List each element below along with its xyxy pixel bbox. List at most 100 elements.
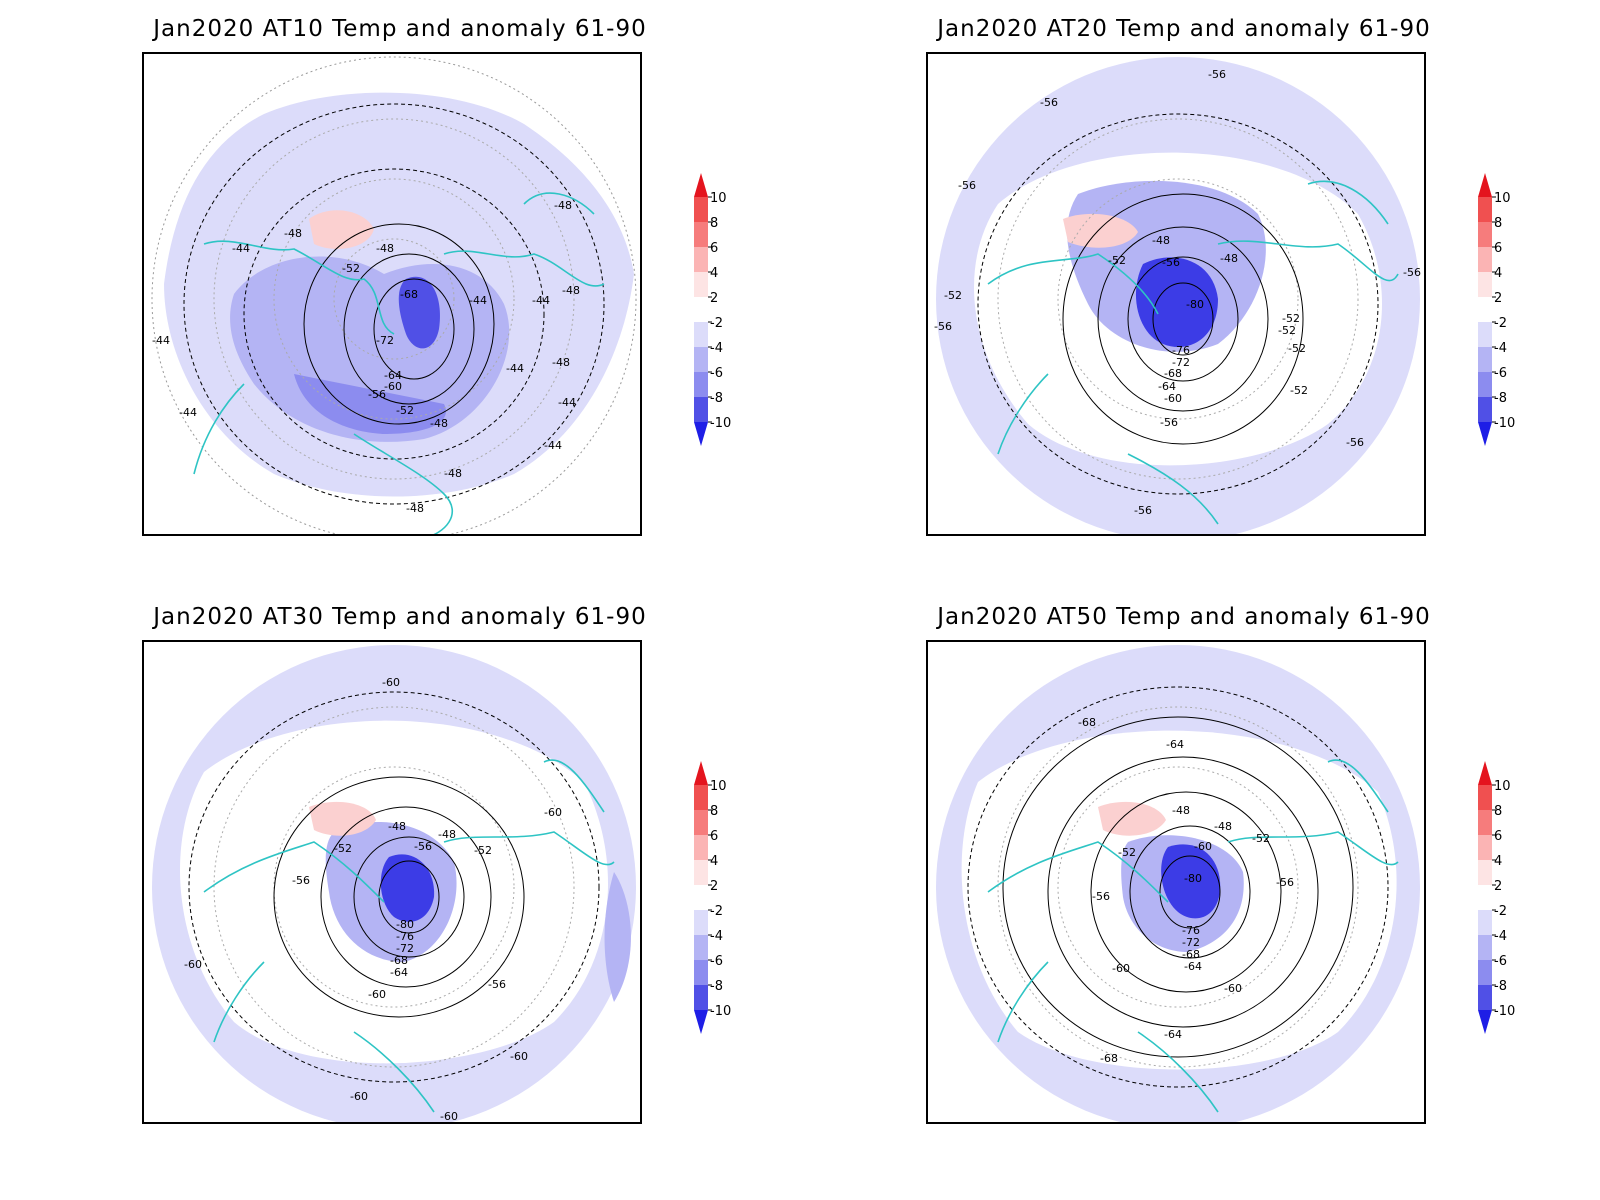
- colorbar-segment: [694, 785, 708, 810]
- contour-label: -52: [944, 289, 962, 302]
- colorbar-segment: [694, 885, 708, 910]
- colorbar-tick-label: -8: [710, 979, 723, 994]
- contour-label: -76: [1182, 924, 1200, 937]
- colorbar-segment: [694, 810, 708, 835]
- temperature-contour: [183, 103, 605, 505]
- contour-label: -56: [1403, 266, 1421, 279]
- colorbar-segment: [1478, 810, 1492, 835]
- contour-label: -68: [390, 954, 408, 967]
- contour-label: -64: [384, 369, 402, 382]
- contour-label: -52: [1290, 384, 1308, 397]
- contour-label: -68: [1164, 367, 1182, 380]
- colorbar-tick-label: -2: [710, 316, 723, 331]
- colorbar-segment: [694, 860, 708, 885]
- contour-label: -48: [376, 242, 394, 255]
- contour-label: -64: [1158, 380, 1176, 393]
- temperature-contour: [1002, 716, 1354, 1058]
- colorbar: 10 8 6 4 2 -2 -4 -6 -8 -10: [694, 761, 731, 1034]
- colorbar: 10 8 6 4 2 -2 -4 -6 -8 -10: [694, 173, 731, 446]
- temperature-contour: [1097, 226, 1269, 412]
- temperature-contour: [977, 113, 1379, 495]
- coastline: [203, 759, 615, 1113]
- colorbar-tick-label: 2: [710, 879, 718, 894]
- contour-label: -52: [1108, 254, 1126, 267]
- colorbar-tick-label: -4: [710, 929, 723, 944]
- contour-label: -56: [414, 840, 432, 853]
- contour-label: -56: [1040, 96, 1058, 109]
- anomaly-fill-warm: [309, 210, 374, 249]
- colorbar-tick-label: 2: [710, 291, 718, 306]
- contour-label: -56: [488, 978, 506, 991]
- contour-label: -68: [1078, 716, 1096, 729]
- colorbar-arrow-top: [694, 173, 708, 197]
- contour-labels: -44 -48 -48 -44 -52 -68 -44 -44 -48 -44 …: [152, 199, 580, 515]
- panel-at30: Jan2020 AT30 Temp and anomaly 61-90 -60 …: [142, 588, 782, 1148]
- contour-label: -60: [1224, 982, 1242, 995]
- latitude-circle: [273, 178, 515, 420]
- colorbar-tick-label: 10: [1494, 191, 1511, 206]
- contour-label: -56: [292, 874, 310, 887]
- polar-map: -44 -48 -48 -44 -52 -68 -44 -44 -48 -44 …: [142, 52, 642, 536]
- colorbar-segment: [1478, 397, 1492, 422]
- colorbar-tick-label: 6: [710, 829, 718, 844]
- colorbar-tick-label: 6: [710, 241, 718, 256]
- contour-label: -48: [444, 467, 462, 480]
- colorbar-segment: [694, 322, 708, 347]
- contour-label: -56: [1276, 876, 1294, 889]
- colorbar-tick-label: -2: [710, 904, 723, 919]
- contour-label: -52: [1252, 832, 1270, 845]
- temperature-contour: [188, 691, 600, 1083]
- panel-title: Jan2020 AT20 Temp and anomaly 61-90: [937, 16, 1431, 42]
- contour-label: -64: [390, 966, 408, 979]
- colorbar-arrow-bottom: [694, 1010, 708, 1034]
- panel-title: Jan2020 AT10 Temp and anomaly 61-90: [153, 16, 647, 42]
- contour-label: -60: [510, 1050, 528, 1063]
- contour-label: -60: [1164, 392, 1182, 405]
- colorbar-tick-label: 2: [1494, 291, 1502, 306]
- colorbar-tick-label: -6: [710, 954, 723, 969]
- colorbar-tick-label: 10: [1494, 779, 1511, 794]
- colorbar-arrow-top: [694, 761, 708, 785]
- colorbar-tick-label: 8: [1494, 216, 1502, 231]
- temperature-contour: [1127, 256, 1239, 382]
- colorbar-tick-label: -10: [1494, 1004, 1515, 1019]
- contour-label: -48: [1152, 234, 1170, 247]
- colorbar-tick-label: 10: [710, 191, 727, 206]
- contour-label: -60: [544, 806, 562, 819]
- polar-map-svg: -68 -64 -48 -48 -52 -52 -60 -80 -56 -56 …: [936, 645, 1420, 1122]
- contour-labels: -60 -48 -48 -52 -52 -56 -56 -60 -80 -76 …: [184, 676, 562, 1122]
- colorbar-segment: [1478, 347, 1492, 372]
- colorbar-segment: [694, 197, 708, 222]
- colorbar-segment: [1478, 372, 1492, 397]
- anomaly-fill-strong: [294, 374, 446, 434]
- contour-label: -72: [1182, 936, 1200, 949]
- contour-label: -52: [334, 842, 352, 855]
- contour-label: -56: [1346, 436, 1364, 449]
- contour-label: -52: [1118, 846, 1136, 859]
- contour-label: -72: [376, 334, 394, 347]
- contour-label: -80: [396, 918, 414, 931]
- contour-label: -68: [1182, 948, 1200, 961]
- colorbar-segment: [1478, 860, 1492, 885]
- colorbar-tick-label: -4: [710, 341, 723, 356]
- colorbar-tick-label: -2: [1494, 904, 1507, 919]
- contour-label: -44: [532, 294, 550, 307]
- colorbar-arrow-bottom: [694, 422, 708, 446]
- coastline: [193, 192, 605, 534]
- temperature-contour: [273, 776, 525, 1018]
- contour-label: -60: [382, 676, 400, 689]
- colorbar-tick-label: -4: [1494, 929, 1507, 944]
- contour-label: -44: [179, 406, 197, 419]
- colorbar-segment: [694, 347, 708, 372]
- colorbar-tick-label: 6: [1494, 829, 1502, 844]
- colorbar-segment: [1478, 272, 1492, 297]
- contour-label: -60: [1194, 840, 1212, 853]
- polar-map: -60 -48 -48 -52 -52 -56 -56 -60 -80 -76 …: [142, 640, 642, 1124]
- anomaly-fill-edge: [604, 872, 631, 1002]
- colorbar-segment: [1478, 960, 1492, 985]
- colorbar-tick-label: 8: [710, 804, 718, 819]
- latitude-circle: [333, 238, 455, 360]
- contour-label: -52: [474, 844, 492, 857]
- contour-label: -44: [544, 439, 562, 452]
- panel-at10: Jan2020 AT10 Temp and anomaly 61-90 -: [142, 0, 782, 560]
